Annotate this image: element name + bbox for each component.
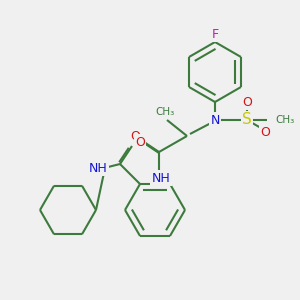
Text: F: F xyxy=(212,28,219,40)
Text: N: N xyxy=(210,113,220,127)
Text: O: O xyxy=(260,125,270,139)
Text: S: S xyxy=(242,112,252,128)
Text: NH: NH xyxy=(88,161,107,175)
Text: O: O xyxy=(130,130,140,142)
Text: CH₃: CH₃ xyxy=(275,115,294,125)
Text: CH₃: CH₃ xyxy=(155,107,175,117)
Text: NH: NH xyxy=(152,172,170,184)
Text: O: O xyxy=(242,95,252,109)
Text: O: O xyxy=(135,136,145,148)
